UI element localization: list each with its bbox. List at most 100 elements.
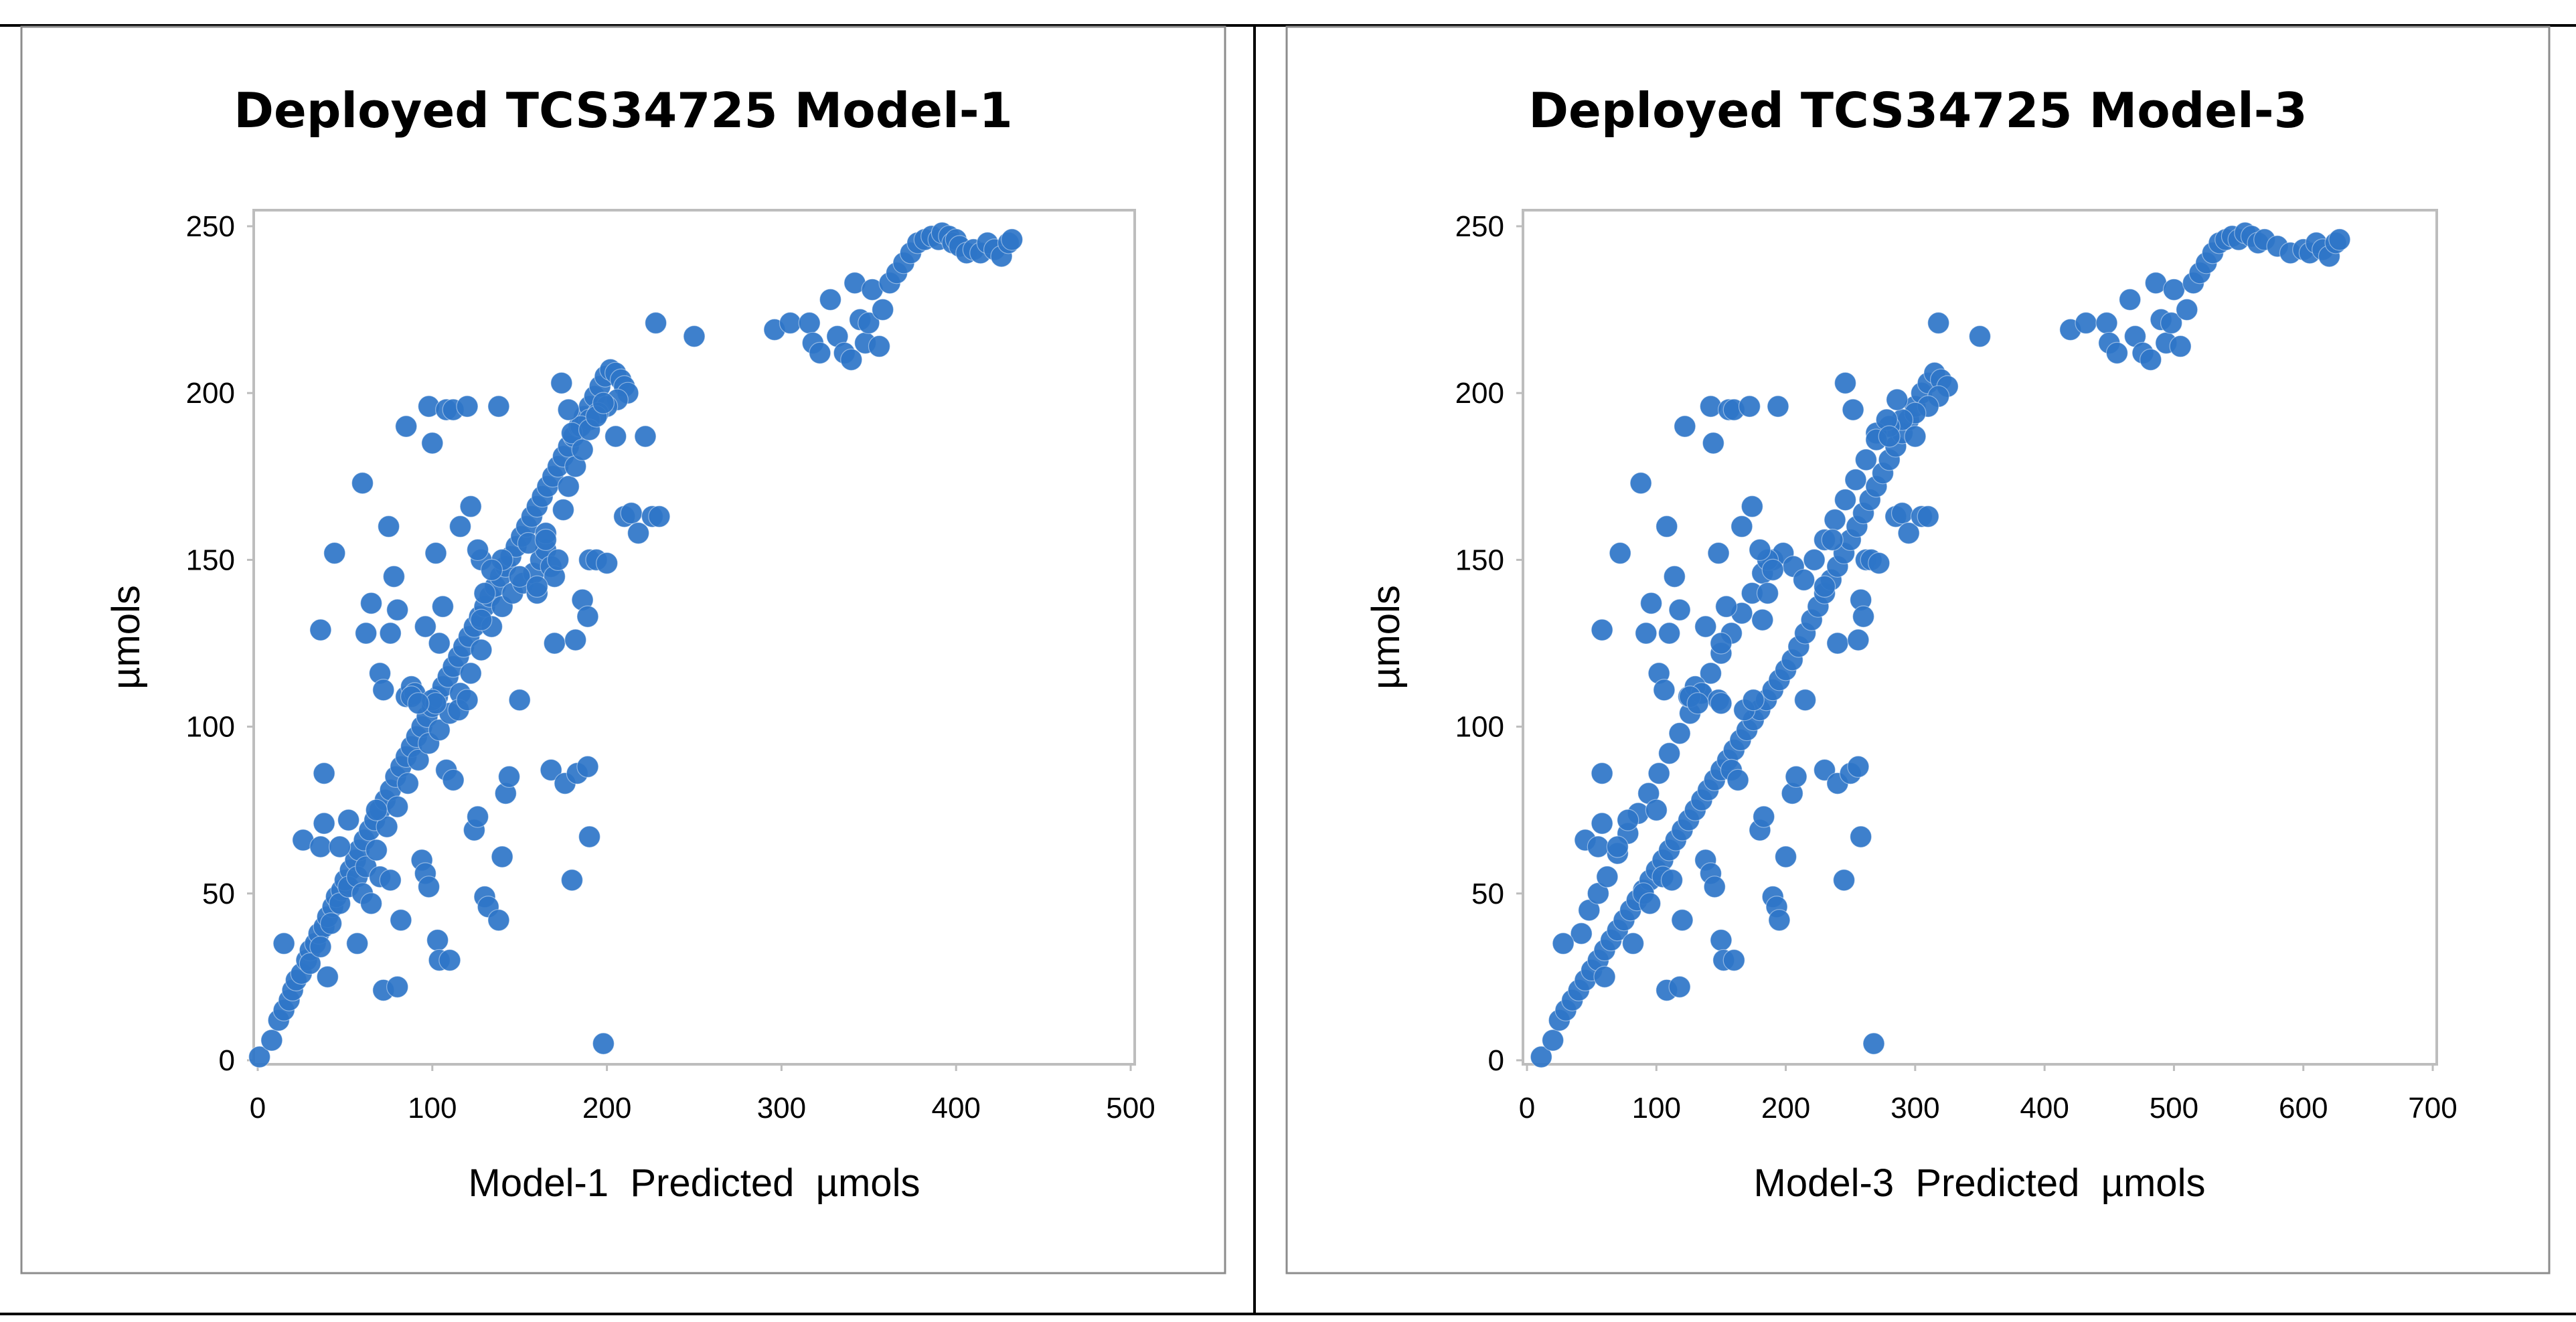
data-point	[1658, 622, 1681, 645]
data-point	[487, 395, 510, 418]
x-axis: 0 100 200 300 400 500	[250, 1064, 1155, 1125]
data-point	[2140, 348, 2162, 371]
data-point	[337, 809, 360, 831]
x-tick-label: 0	[250, 1092, 266, 1125]
data-point	[377, 515, 400, 538]
data-point	[386, 598, 409, 621]
data-point	[1742, 689, 1765, 712]
data-point	[1635, 622, 1658, 645]
data-point	[1710, 928, 1733, 952]
data-point	[1749, 538, 1771, 562]
data-point	[1862, 1032, 1885, 1055]
data-point	[426, 928, 449, 952]
x-tick-label: 500	[1106, 1092, 1155, 1125]
data-point	[1852, 605, 1875, 628]
data-point	[1621, 932, 1645, 955]
data-point	[564, 629, 587, 651]
data-points	[1530, 222, 2351, 1068]
x-tick-label: 700	[2408, 1092, 2457, 1125]
data-point	[1968, 325, 1992, 348]
data-point	[1645, 799, 1668, 821]
data-point	[592, 1032, 615, 1055]
x-tick-label: 0	[1519, 1092, 1535, 1125]
data-point	[323, 542, 346, 565]
data-point	[487, 909, 510, 932]
data-point	[819, 288, 842, 311]
data-point	[1890, 502, 1914, 525]
data-point	[1917, 505, 1939, 528]
y-tick-label: 150	[1455, 544, 1504, 576]
x-tick-label: 200	[582, 1092, 631, 1125]
data-point	[1753, 805, 1775, 828]
y-tick-label: 200	[1455, 377, 1504, 410]
x-tick-label: 100	[1632, 1092, 1681, 1125]
data-point	[316, 965, 339, 989]
data-point	[2169, 335, 2192, 358]
y-tick-label: 100	[186, 711, 235, 744]
data-point	[1578, 899, 1601, 922]
x-tick-label: 300	[757, 1092, 806, 1125]
data-point	[543, 632, 566, 655]
data-point	[1668, 975, 1691, 998]
data-point	[552, 499, 575, 521]
data-point	[1671, 909, 1694, 932]
data-point	[248, 1046, 271, 1068]
data-point	[557, 475, 580, 498]
y-tick-label: 0	[219, 1044, 235, 1077]
data-point	[313, 812, 335, 835]
data-point	[1587, 835, 1609, 858]
x-tick-label: 500	[2150, 1092, 2198, 1125]
data-point	[1699, 395, 1722, 418]
data-point	[2075, 311, 2097, 335]
data-point	[1587, 882, 1609, 905]
chart-title: Deployed TCS34725 Model-1	[234, 82, 1013, 139]
data-point	[576, 755, 599, 778]
data-point	[1761, 558, 1784, 581]
data-point	[428, 632, 451, 655]
data-point	[645, 311, 667, 335]
data-point	[1730, 515, 1753, 538]
data-point	[1847, 755, 1870, 778]
data-point	[2328, 228, 2351, 251]
y-tick-label: 50	[1471, 878, 1504, 910]
data-point	[1617, 809, 1639, 831]
data-point	[1629, 472, 1652, 495]
data-point	[1878, 425, 1901, 448]
data-point	[442, 768, 465, 791]
data-point	[1656, 515, 1678, 538]
data-point	[467, 538, 489, 562]
data-point	[1868, 552, 1890, 574]
chart-panel-model-3: Deployed TCS34725 Model-3 0 50 100 150 200 25…	[1285, 25, 2551, 1274]
data-point	[1821, 528, 1844, 552]
data-point	[578, 825, 601, 848]
data-point	[1803, 548, 1826, 572]
data-point	[1660, 869, 1684, 892]
data-point	[2160, 311, 2183, 335]
data-point	[365, 839, 388, 861]
data-point	[508, 689, 531, 712]
data-point	[407, 748, 430, 772]
data-point	[456, 395, 479, 418]
data-point	[1606, 835, 1629, 858]
data-point	[1694, 615, 1717, 638]
data-point	[386, 975, 409, 998]
data-point	[872, 299, 894, 321]
data-point	[560, 869, 584, 892]
data-point	[396, 772, 419, 795]
data-point	[540, 758, 562, 781]
data-point	[809, 341, 831, 364]
data-point	[2176, 299, 2198, 321]
data-point	[1886, 388, 1909, 411]
data-point	[2095, 311, 2118, 335]
data-point	[313, 762, 335, 784]
data-point	[376, 815, 398, 838]
data-point	[1699, 662, 1722, 685]
data-point	[272, 932, 295, 955]
y-tick-label: 0	[1488, 1044, 1504, 1077]
data-point	[1826, 632, 1849, 655]
data-point	[508, 565, 531, 588]
data-point	[309, 935, 332, 959]
data-point	[1686, 692, 1709, 715]
data-point	[2105, 341, 2128, 364]
